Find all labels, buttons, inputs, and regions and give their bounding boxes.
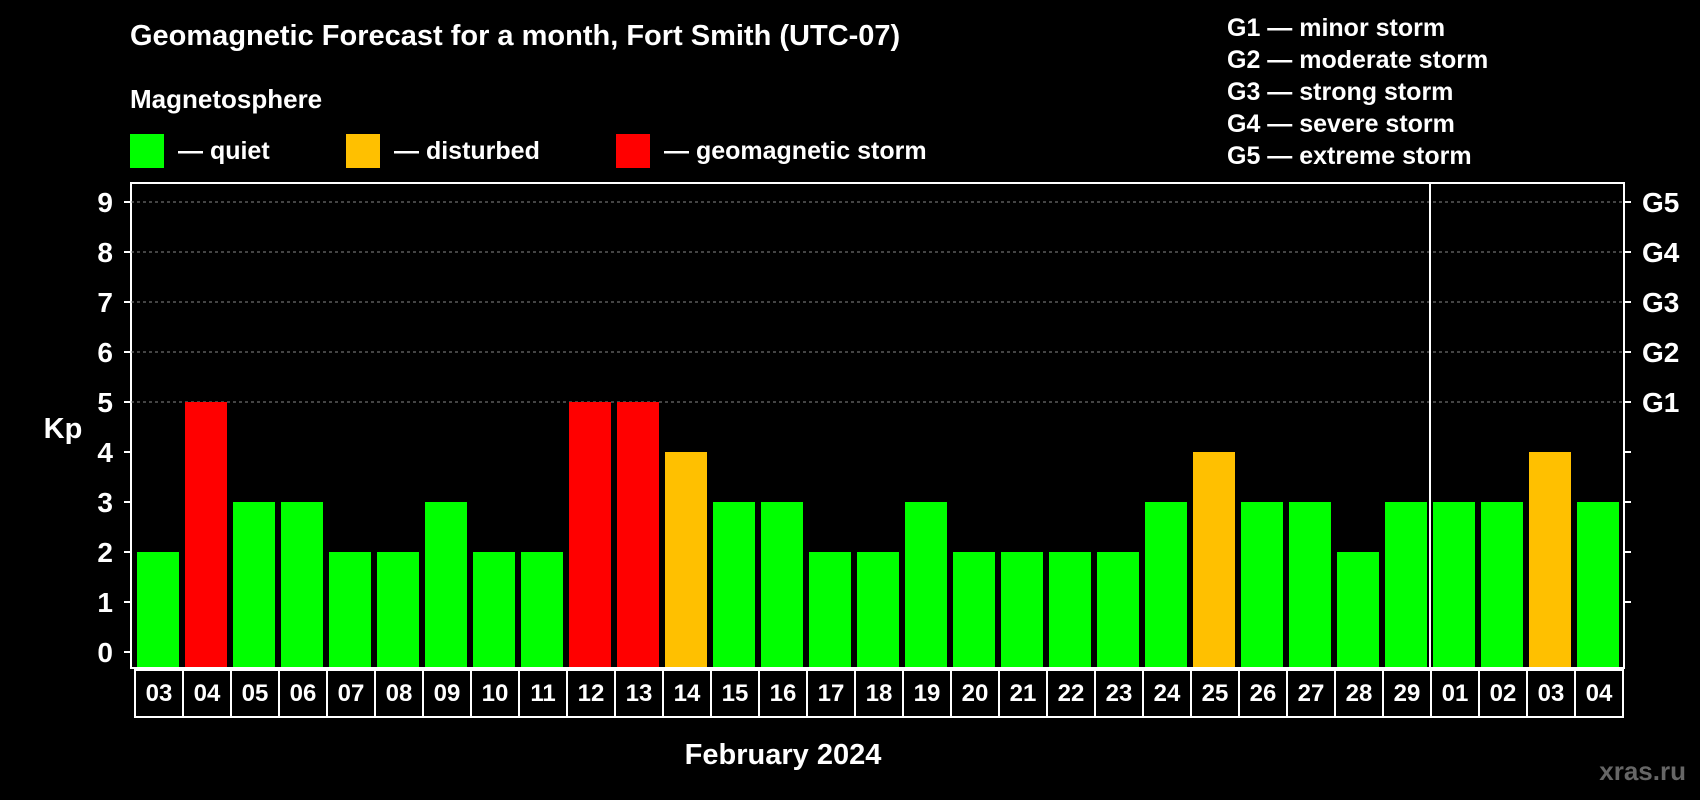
bar-30 xyxy=(1577,502,1619,667)
x-tick-label-6: 09 xyxy=(434,680,461,707)
bar-0 xyxy=(137,552,179,667)
legend-item-disturbed: — disturbed xyxy=(346,134,540,168)
x-tick-label-30: 04 xyxy=(1586,680,1613,707)
bar-20 xyxy=(1097,552,1139,667)
right-axis-label-g5: G5 xyxy=(1642,187,1679,218)
y-tick-label-6: 6 xyxy=(97,337,113,368)
bar-18 xyxy=(1001,552,1043,667)
bar-22 xyxy=(1193,452,1235,667)
x-tick-label-19: 22 xyxy=(1058,680,1085,707)
legend-swatch-storm xyxy=(616,134,650,168)
x-tick-label-9: 12 xyxy=(578,680,605,707)
right-axis-label-g2: G2 xyxy=(1642,337,1679,368)
bar-14 xyxy=(809,552,851,667)
g-scale-g3: G3 — strong storm xyxy=(1227,78,1454,106)
y-axis-label: Kp xyxy=(44,413,83,445)
legend-label-quiet: — quiet xyxy=(178,136,270,165)
y-tick-label-3: 3 xyxy=(97,487,113,518)
legend-item-storm: — geomagnetic storm xyxy=(616,134,927,168)
legend-item-quiet: — quiet xyxy=(130,134,270,168)
g-scale-g2: G2 — moderate storm xyxy=(1227,46,1489,74)
legend-heading: Magnetosphere xyxy=(130,84,323,114)
x-tick-label-10: 13 xyxy=(626,680,653,707)
y-tick-label-7: 7 xyxy=(97,287,113,318)
bar-4 xyxy=(329,552,371,667)
x-tick-label-15: 18 xyxy=(866,680,893,707)
legend-swatch-quiet xyxy=(130,134,164,168)
y-tick-label-8: 8 xyxy=(97,237,113,268)
bar-19 xyxy=(1049,552,1091,667)
watermark: xras.ru xyxy=(1599,756,1686,786)
bar-23 xyxy=(1241,502,1283,667)
x-tick-label-3: 06 xyxy=(290,680,317,707)
g-scale-g1: G1 — minor storm xyxy=(1227,14,1446,42)
x-tick-label-4: 07 xyxy=(338,680,365,707)
legend-swatch-disturbed xyxy=(346,134,380,168)
g-scale-g5: G5 — extreme storm xyxy=(1227,142,1472,170)
chart-title: Geomagnetic Forecast for a month, Fort S… xyxy=(130,20,901,52)
x-tick-label-2: 05 xyxy=(242,680,269,707)
bar-16 xyxy=(905,502,947,667)
x-tick-label-0: 03 xyxy=(146,680,173,707)
x-axis-label: February 2024 xyxy=(685,739,882,771)
x-tick-label-8: 11 xyxy=(530,680,555,707)
g-scale-g4: G4 — severe storm xyxy=(1227,110,1455,138)
plot-frame xyxy=(130,182,1625,669)
bar-7 xyxy=(473,552,515,667)
bar-27 xyxy=(1433,502,1475,667)
x-tick-label-29: 03 xyxy=(1538,680,1565,707)
y-tick-label-0: 0 xyxy=(97,637,113,668)
x-tick-label-17: 20 xyxy=(962,680,989,707)
bar-24 xyxy=(1289,502,1331,667)
bar-3 xyxy=(281,502,323,667)
right-axis-label-g3: G3 xyxy=(1642,287,1679,318)
bar-17 xyxy=(953,552,995,667)
x-tick-label-16: 19 xyxy=(914,680,941,707)
x-tick-label-14: 17 xyxy=(818,680,845,707)
x-tick-label-24: 27 xyxy=(1298,680,1325,707)
x-tick-label-7: 10 xyxy=(482,680,509,707)
bar-26 xyxy=(1385,502,1427,667)
x-category-frame xyxy=(134,669,1624,718)
bar-12 xyxy=(713,502,755,667)
x-tick-label-12: 15 xyxy=(722,680,749,707)
x-tick-label-27: 01 xyxy=(1442,680,1469,707)
bar-29 xyxy=(1529,452,1571,667)
y-tick-label-9: 9 xyxy=(97,187,113,218)
right-axis-label-g1: G1 xyxy=(1642,387,1679,418)
bar-11 xyxy=(665,452,707,667)
bar-10 xyxy=(617,402,659,667)
bar-6 xyxy=(425,502,467,667)
x-tick-label-5: 08 xyxy=(386,680,413,707)
legend-label-storm: — geomagnetic storm xyxy=(664,136,927,165)
y-tick-label-2: 2 xyxy=(97,537,113,568)
bar-8 xyxy=(521,552,563,667)
y-tick-label-1: 1 xyxy=(97,587,113,618)
bar-5 xyxy=(377,552,419,667)
y-tick-label-5: 5 xyxy=(97,387,113,418)
y-tick-label-4: 4 xyxy=(97,437,113,468)
bar-13 xyxy=(761,502,803,667)
bar-2 xyxy=(233,502,275,667)
x-tick-label-20: 23 xyxy=(1106,680,1133,707)
x-tick-label-11: 14 xyxy=(674,680,701,707)
bar-21 xyxy=(1145,502,1187,667)
bar-28 xyxy=(1481,502,1523,667)
x-tick-label-21: 24 xyxy=(1154,680,1181,707)
x-tick-label-28: 02 xyxy=(1490,680,1517,707)
legend-label-disturbed: — disturbed xyxy=(394,136,540,165)
x-tick-label-26: 29 xyxy=(1394,680,1421,707)
x-tick-label-13: 16 xyxy=(770,680,797,707)
x-tick-label-23: 26 xyxy=(1250,680,1277,707)
bar-25 xyxy=(1337,552,1379,667)
x-tick-label-1: 04 xyxy=(194,680,221,707)
bar-1 xyxy=(185,402,227,667)
right-axis-label-g4: G4 xyxy=(1642,237,1680,268)
bar-15 xyxy=(857,552,899,667)
x-tick-label-18: 21 xyxy=(1010,680,1037,707)
x-tick-label-22: 25 xyxy=(1202,680,1229,707)
bar-9 xyxy=(569,402,611,667)
x-tick-label-25: 28 xyxy=(1346,680,1373,707)
